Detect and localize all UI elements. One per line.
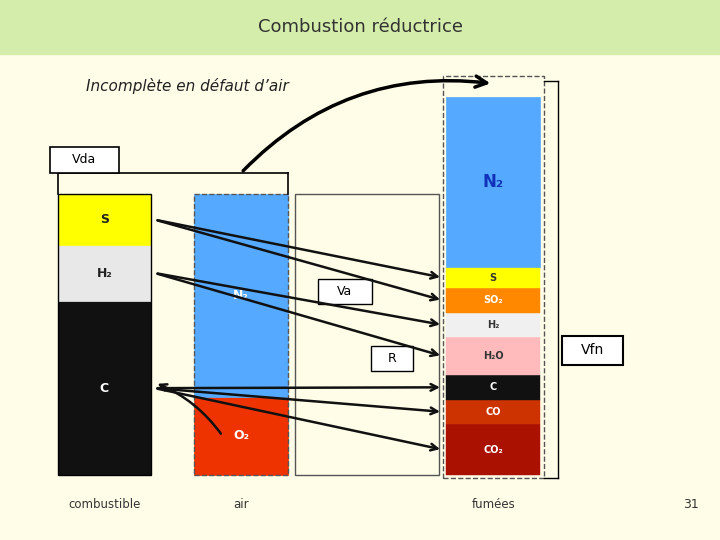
Text: O₂: O₂ <box>233 429 249 442</box>
Text: H₂: H₂ <box>96 267 112 280</box>
Text: SO₂: SO₂ <box>483 295 503 306</box>
FancyBboxPatch shape <box>562 336 623 365</box>
Text: fumées: fumées <box>472 498 515 511</box>
Text: C: C <box>100 382 109 395</box>
Bar <box>446 337 540 375</box>
Bar <box>0 0 720 54</box>
Text: H₂O: H₂O <box>483 351 503 361</box>
FancyBboxPatch shape <box>371 346 413 371</box>
Bar <box>58 301 151 475</box>
Text: Incomplète en défaut d’air: Incomplète en défaut d’air <box>86 78 289 94</box>
Text: combustible: combustible <box>68 498 140 511</box>
Text: Va: Va <box>337 285 352 298</box>
Bar <box>446 313 540 337</box>
Bar <box>443 76 544 478</box>
Text: H₂: H₂ <box>487 320 500 330</box>
Text: CO₂: CO₂ <box>483 444 503 455</box>
FancyBboxPatch shape <box>50 147 119 173</box>
Bar <box>58 245 151 301</box>
Text: Combustion réductrice: Combustion réductrice <box>258 18 462 36</box>
Bar <box>446 288 540 313</box>
Text: 31: 31 <box>683 498 699 511</box>
Text: C: C <box>490 382 497 393</box>
Bar <box>446 400 540 424</box>
Text: Vda: Vda <box>72 153 96 166</box>
Text: Vfn: Vfn <box>580 343 604 357</box>
Bar <box>446 267 540 288</box>
Text: N₂: N₂ <box>233 289 249 302</box>
Text: S: S <box>100 213 109 226</box>
Bar <box>58 194 151 475</box>
Text: R: R <box>387 352 396 365</box>
Bar <box>446 97 540 267</box>
FancyBboxPatch shape <box>318 279 372 304</box>
Text: S: S <box>490 273 497 283</box>
Bar <box>295 194 439 475</box>
Bar <box>194 396 288 475</box>
Bar <box>446 375 540 400</box>
Bar <box>446 424 540 475</box>
Text: N₂: N₂ <box>482 173 504 191</box>
Text: air: air <box>233 498 249 511</box>
Bar <box>194 194 288 396</box>
Text: CO: CO <box>485 407 501 417</box>
Bar <box>194 194 288 475</box>
Bar <box>58 194 151 245</box>
